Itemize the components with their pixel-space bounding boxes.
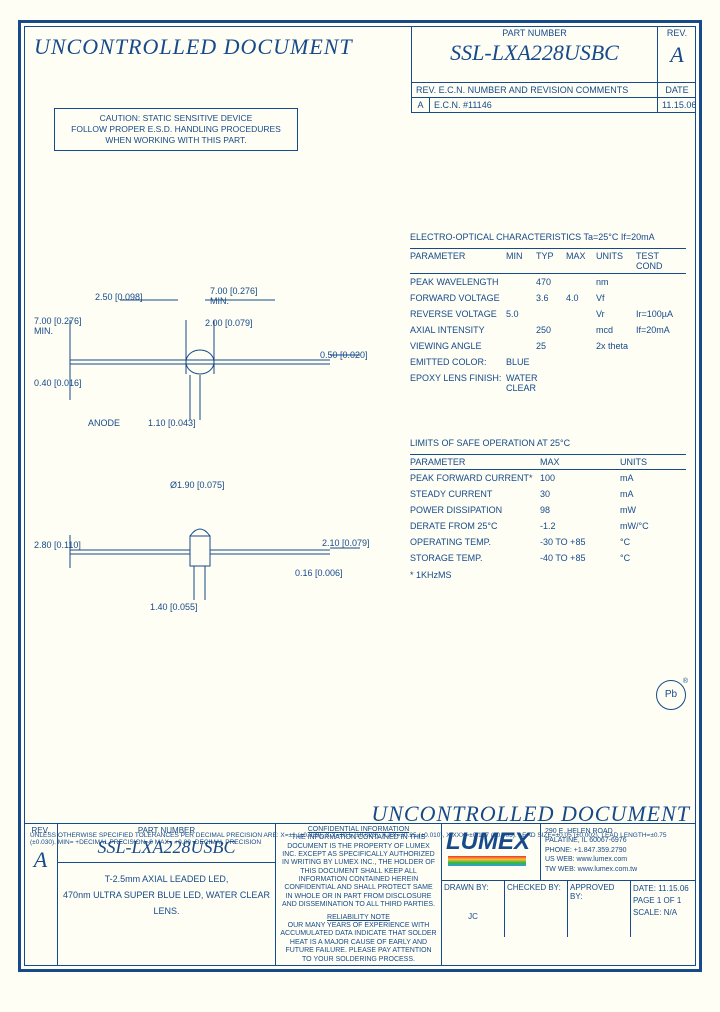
diagram-side-svg — [40, 480, 370, 630]
rev-value: A — [662, 42, 692, 68]
ecn-date: 11.15.06 — [658, 98, 696, 112]
datasheet-page: UNCONTROLLED DOCUMENT PART NUMBER SSL-LX… — [0, 0, 720, 1012]
bb-rev: A — [26, 847, 55, 873]
titleblock-top: PART NUMBER SSL-LXA228USBC REV. A REV. E… — [411, 26, 696, 113]
date-label: DATE: — [633, 884, 656, 893]
limits-row: DERATE FROM 25°C-1.2mW/°C — [410, 518, 686, 534]
diagram-top: 2.50 [0.098] 7.00 [0.276] MIN. 7.00 [0.2… — [40, 260, 370, 450]
addr1: 290 E. HELEN ROAD — [545, 827, 637, 836]
limits-col: UNITS — [620, 457, 686, 467]
electro-row: EMITTED COLOR:BLUE — [410, 354, 686, 370]
dim-d7: 1.10 [0.043] — [148, 418, 196, 428]
pb-sub: ® — [683, 678, 688, 685]
drawn-val: JC — [444, 912, 502, 921]
limits-footnote: * 1KHzMS — [410, 570, 686, 580]
limits-table: LIMITS OF SAFE OPERATION AT 25°C PARAMET… — [410, 438, 686, 580]
dim-d11: 0.16 [0.006] — [295, 568, 343, 578]
electro-col: UNITS — [596, 251, 636, 271]
dim-d3: 7.00 [0.276] MIN. — [34, 316, 82, 336]
limits-col: PARAMETER — [410, 457, 540, 467]
electro-row: EPOXY LENS FINISH:WATER CLEAR — [410, 370, 686, 396]
bottom-titleblock: REV. A PART NUMBER SSL-LXA228USBC T-2.5m… — [24, 823, 696, 966]
bb-desc1: T-2.5mm AXIAL LEADED LED, — [62, 871, 271, 887]
date-val: 11.15.06 — [658, 884, 689, 893]
bb-part-number: SSL-LXA228USBC — [58, 835, 275, 862]
part-number-top: SSL-LXA228USBC — [416, 38, 653, 70]
ecn-rev: A — [412, 98, 430, 112]
ecn-text: E.C.N. #11146 — [430, 98, 658, 112]
limits-row: POWER DISSIPATION98mW — [410, 502, 686, 518]
reliab-text: OUR MANY YEARS OF EXPERIENCE WITH ACCUMU… — [280, 922, 437, 964]
part-label: PART NUMBER — [416, 28, 653, 38]
scale-label: SCALE: — [633, 908, 661, 917]
electro-row: PEAK WAVELENGTH470nm — [410, 274, 686, 290]
dim-d2: 7.00 [0.276] MIN. — [210, 286, 258, 306]
dim-d10: 2.10 [0.079] — [322, 538, 370, 548]
dim-d5: 0.50 [0.020] — [320, 350, 368, 360]
page-label: PAGE — [633, 896, 655, 905]
dim-d8: Ø1.90 [0.075] — [170, 480, 225, 490]
bb-part-label: PART NUMBER — [58, 824, 275, 835]
dim-d9: 2.80 [0.110] — [34, 540, 81, 550]
approved-label: APPROVED BY: — [568, 881, 631, 937]
rainbow-icon — [448, 856, 526, 866]
confid-text: THE INFORMATION CONTAINED IN THIS DOCUME… — [280, 834, 437, 910]
electro-col: TEST COND — [636, 251, 686, 271]
reliab-hdr: RELIABILITY NOTE — [280, 914, 437, 922]
electro-row: REVERSE VOLTAGE5.0VrIr=100µA — [410, 306, 686, 322]
electro-col: PARAMETER — [410, 251, 506, 271]
watermark-top: UNCONTROLLED DOCUMENT — [34, 34, 353, 60]
rev-label: REV. — [662, 28, 692, 38]
web2: TW WEB: www.lumex.com.tw — [545, 865, 637, 874]
dim-d1: 2.50 [0.098] — [95, 292, 143, 302]
diagram-side: Ø1.90 [0.075] 2.80 [0.110] 2.10 [0.079] … — [40, 480, 370, 630]
date-hdr: DATE — [658, 83, 696, 97]
dim-d12: 1.40 [0.055] — [150, 602, 198, 612]
drawn-label: DRAWN BY: — [444, 883, 502, 892]
pb-free-icon: Pb — [656, 680, 686, 710]
checked-label: CHECKED BY: — [505, 881, 568, 937]
rev-comments-hdr: REV. E.C.N. NUMBER AND REVISION COMMENTS — [412, 83, 658, 97]
limits-hdr: PARAMETERMAXUNITS — [410, 454, 686, 470]
limits-title: LIMITS OF SAFE OPERATION AT 25°C — [410, 438, 686, 448]
web1: US WEB: www.lumex.com — [545, 855, 637, 864]
dim-d6: 0.40 [0.016] — [34, 378, 82, 388]
caution-box: CAUTION: STATIC SENSITIVE DEVICE FOLLOW … — [54, 108, 298, 151]
electro-table: ELECTRO-OPTICAL CHARACTERISTICS Ta=25°C … — [410, 232, 686, 396]
limits-row: STEADY CURRENT30mA — [410, 486, 686, 502]
electro-col: TYP — [536, 251, 566, 271]
page-val: 1 OF 1 — [657, 896, 681, 905]
limits-row: STORAGE TEMP.-40 TO +85°C — [410, 550, 686, 566]
dim-d4: 2.00 [0.079] — [205, 318, 253, 328]
bb-rev-label: REV. — [26, 826, 55, 835]
electro-row: AXIAL INTENSITY250mcdIf=20mA — [410, 322, 686, 338]
scale-val: N/A — [664, 908, 677, 917]
electro-col: MIN — [506, 251, 536, 271]
bb-desc2: 470nm ULTRA SUPER BLUE LED, WATER CLEAR … — [62, 887, 271, 919]
caution-text: CAUTION: STATIC SENSITIVE DEVICE FOLLOW … — [71, 113, 281, 145]
electro-row: FORWARD VOLTAGE3.64.0Vf — [410, 290, 686, 306]
phone: PHONE: +1.847.359.2790 — [545, 846, 637, 855]
electro-title: ELECTRO-OPTICAL CHARACTERISTICS Ta=25°C … — [410, 232, 686, 242]
limits-col: MAX — [540, 457, 620, 467]
limits-row: OPERATING TEMP.-30 TO +85°C — [410, 534, 686, 550]
confid-hdr: CONFIDENTIAL INFORMATION — [280, 826, 437, 834]
electro-hdr: PARAMETERMINTYPMAXUNITSTEST COND — [410, 248, 686, 274]
electro-col: MAX — [566, 251, 596, 271]
limits-row: PEAK FORWARD CURRENT*100mA — [410, 470, 686, 486]
lumex-logo: LUMEX — [446, 828, 536, 856]
electro-row: VIEWING ANGLE252x theta — [410, 338, 686, 354]
dim-anode: ANODE — [88, 418, 120, 428]
addr2: PALATINE, IL 60067-6976 — [545, 836, 637, 845]
